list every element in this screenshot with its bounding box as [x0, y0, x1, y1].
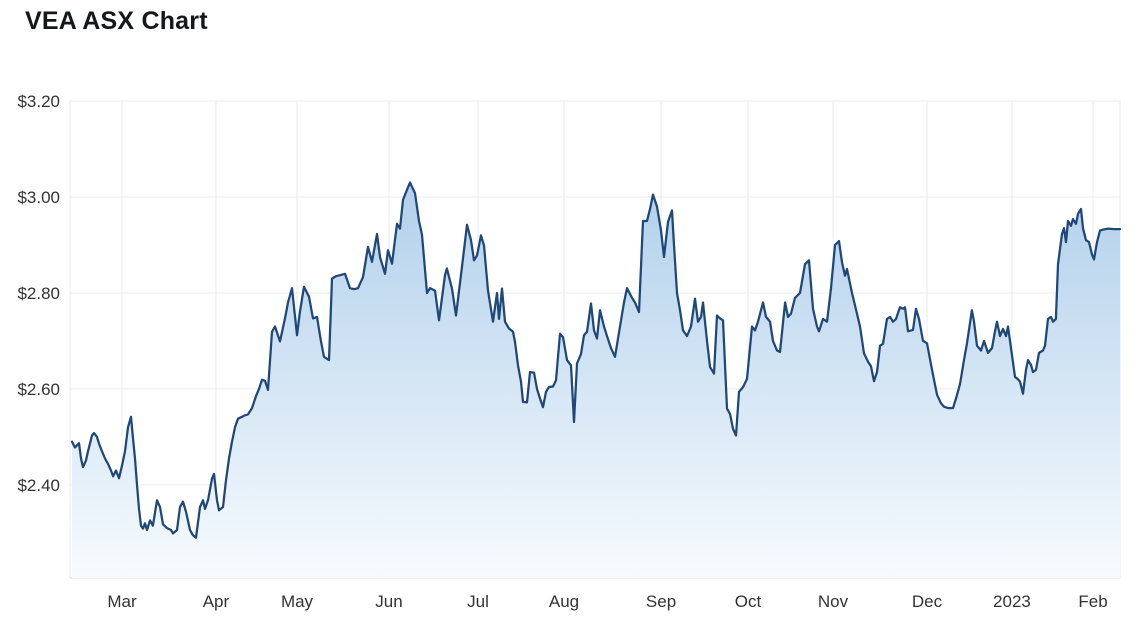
price-area — [72, 182, 1120, 578]
x-axis-label: Jun — [375, 592, 402, 611]
price-series — [70, 181, 1122, 578]
price-line — [70, 181, 1122, 539]
x-axis-label: Apr — [203, 592, 230, 611]
y-axis-label: $3.20 — [17, 92, 60, 111]
x-axis-label: Sep — [646, 592, 676, 611]
x-axis-label: Jul — [467, 592, 489, 611]
x-axis-label: 2023 — [993, 592, 1031, 611]
axis-labels: $3.20 $3.00 $2.80 $2.60 $2.40 Mar Apr May Jun Jul… — [17, 92, 1107, 611]
y-axis-label: $2.60 — [17, 380, 60, 399]
x-axis-label: Oct — [735, 592, 762, 611]
page-title: VEA ASX Chart — [25, 7, 208, 35]
y-axis-label: $2.80 — [17, 284, 60, 303]
plot-area[interactable] — [70, 101, 1120, 578]
y-axis-label: $3.00 — [17, 188, 60, 207]
x-axis-label: May — [281, 592, 314, 611]
x-axis-label: Mar — [107, 592, 137, 611]
x-axis-label: Nov — [818, 592, 849, 611]
y-axis-label: $2.40 — [17, 476, 60, 495]
x-axis-label: Feb — [1078, 592, 1107, 611]
x-axis-label: Aug — [549, 592, 579, 611]
x-axis-label: Dec — [912, 592, 943, 611]
